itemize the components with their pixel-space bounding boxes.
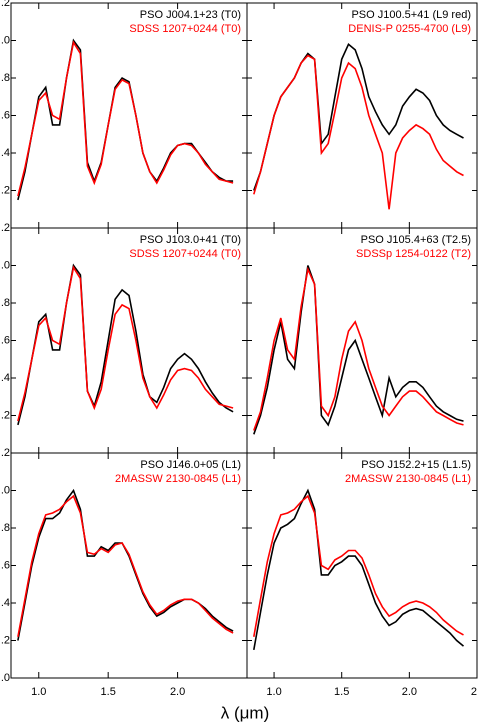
y-tick-label: .2	[1, 222, 10, 234]
y-tick-label: .0	[1, 34, 10, 46]
y-tick-label: .0	[1, 259, 10, 271]
y-tick-label: .8	[1, 297, 10, 309]
y-tick-label: .2	[1, 0, 10, 9]
x-tick-label: 2	[471, 686, 477, 698]
panel-frame	[10, 2, 248, 229]
y-tick-label: .4	[1, 147, 10, 159]
y-tick-label: .4	[1, 597, 10, 609]
x-axis-label: λ (μm)	[221, 703, 270, 722]
legend-entry: SDSS 1207+0244 (T0)	[129, 248, 241, 260]
x-tick-label: 1.5	[334, 686, 349, 698]
y-tick-label: .2	[1, 447, 10, 459]
spectrum-line	[253, 266, 464, 431]
spectrum-line	[253, 488, 465, 651]
x-tick-label: 1.5	[101, 686, 116, 698]
legend-entry: PSO J103.0+41 (T0)	[140, 234, 241, 246]
y-tick-label: .0	[1, 672, 10, 684]
spectrum-line	[253, 265, 464, 435]
legend-entry: 2MASSW 2130-0845 (L1)	[345, 473, 471, 485]
y-tick-label: .6	[1, 109, 10, 121]
spectrum-line	[17, 40, 234, 197]
panel-frame	[10, 452, 248, 679]
spectrum-line	[253, 43, 464, 191]
x-tick-label: 2.0	[170, 686, 185, 698]
x-tick-label: 2.0	[402, 686, 417, 698]
y-tick-label: .4	[1, 372, 10, 384]
x-tick-label: 1.0	[31, 686, 46, 698]
y-tick-label: .6	[1, 334, 10, 346]
panel-frame	[246, 2, 478, 229]
legend-entry: DENIS-P 0255-4700 (L9)	[348, 23, 471, 35]
x-tick-label: 1.0	[266, 686, 281, 698]
panel-frame	[10, 227, 248, 454]
legend-entry: SDSS 1207+0244 (T0)	[129, 23, 241, 35]
legend-entry: SDSSp 1254-0122 (T2)	[356, 248, 471, 260]
spectrum-line	[17, 38, 234, 201]
spectrum-line	[17, 265, 234, 422]
legend-entry: PSO J100.5+41 (L9 red)	[351, 9, 471, 21]
legend-entry: PSO J146.0+05 (L1)	[140, 459, 241, 471]
spectrum-line	[253, 54, 464, 210]
legend-entry: PSO J004.1+23 (T0)	[140, 9, 241, 21]
legend-entry: PSO J105.4+63 (T2.5)	[361, 234, 471, 246]
y-tick-label: .2	[1, 634, 10, 646]
y-tick-label: .2	[1, 184, 10, 196]
spectrum-line	[17, 494, 234, 637]
y-tick-label: .8	[1, 72, 10, 84]
spectrum-line	[17, 263, 234, 426]
legend-entry: PSO J152.2+15 (L1.5)	[361, 459, 471, 471]
legend-entry: 2MASSW 2130-0845 (L1)	[115, 473, 241, 485]
y-tick-label: .8	[1, 522, 10, 534]
y-tick-label: .0	[1, 484, 10, 496]
y-tick-label: .6	[1, 559, 10, 571]
spectrum-line	[253, 494, 464, 637]
y-tick-label: .2	[1, 409, 10, 421]
